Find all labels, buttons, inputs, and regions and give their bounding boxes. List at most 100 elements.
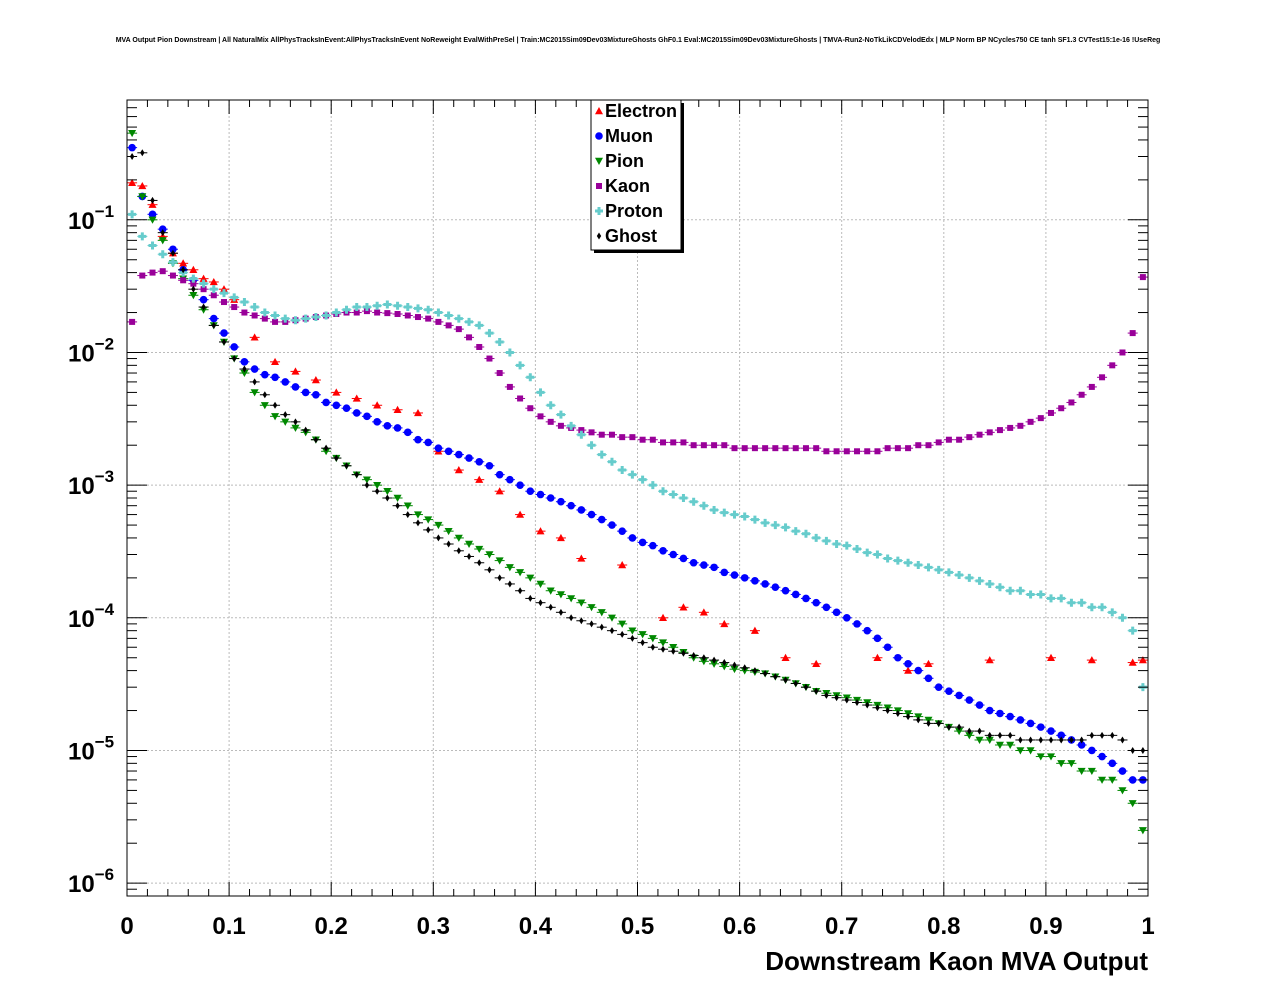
pion-point — [985, 736, 994, 744]
ghost-point — [609, 627, 615, 635]
proton-point — [791, 527, 800, 536]
kaon-point — [1129, 330, 1136, 337]
kaon-point — [129, 318, 136, 325]
electron-point — [128, 178, 137, 187]
muon-point — [434, 444, 443, 452]
proton-point — [1077, 598, 1086, 607]
proton-point — [199, 279, 208, 288]
muon-point — [1098, 752, 1106, 761]
kaon-point — [445, 322, 452, 329]
muon-point — [740, 574, 749, 582]
pion-point — [475, 545, 484, 554]
ghost-point — [517, 587, 523, 595]
ghost-point — [1079, 736, 1084, 744]
electron-point — [1128, 658, 1137, 666]
kaon-point — [792, 445, 799, 452]
muon-point — [669, 550, 678, 559]
muon-point — [495, 470, 504, 479]
electron-point — [189, 265, 198, 273]
muon-point — [996, 709, 1004, 718]
kaon-point — [425, 315, 432, 322]
muon-point — [220, 329, 228, 337]
y-tick-label: 10−2 — [68, 334, 114, 367]
kaon-point — [374, 309, 381, 316]
muon-point — [169, 245, 177, 254]
ghost-point — [732, 661, 737, 669]
kaon-point — [608, 431, 615, 438]
kaon-point — [435, 318, 442, 325]
pion-point — [393, 494, 402, 502]
kaon-point — [159, 268, 166, 275]
muon-point — [924, 674, 933, 683]
muon-point — [403, 428, 412, 437]
proton-point — [536, 388, 545, 397]
pion-point — [1026, 747, 1035, 755]
legend-marker-muon — [595, 132, 603, 140]
proton-point — [740, 512, 749, 521]
electron-point — [138, 181, 147, 190]
pion-point — [618, 620, 627, 628]
kaon-point — [813, 445, 820, 452]
electron-point — [1047, 653, 1056, 661]
ghost-point — [1048, 736, 1054, 744]
ghost-point — [742, 664, 747, 672]
ghost-point — [813, 687, 819, 695]
proton-point — [699, 501, 708, 510]
ghost-point — [1089, 731, 1095, 739]
pion-point — [1118, 787, 1127, 795]
muon-point — [271, 373, 279, 382]
ghost-point — [252, 378, 257, 386]
kaon-point — [1027, 418, 1034, 425]
ghost-point — [762, 670, 768, 678]
electron-point — [332, 388, 341, 396]
pion-point — [556, 591, 565, 599]
ghost-point — [211, 321, 216, 329]
proton-point — [454, 314, 463, 323]
electron-point — [556, 533, 565, 542]
proton-point — [955, 571, 964, 580]
pion-point — [291, 424, 300, 432]
pion-point — [1067, 760, 1076, 768]
kaon-point — [894, 445, 901, 452]
kaon-point — [261, 315, 268, 322]
legend-label-kaon: Kaon — [605, 176, 650, 196]
proton-point — [434, 308, 443, 317]
ghost-point — [1120, 736, 1125, 744]
muon-point — [597, 515, 606, 524]
muon-point — [414, 435, 422, 444]
proton-point — [1128, 626, 1137, 635]
pion-point — [250, 389, 259, 397]
proton-point — [209, 285, 218, 294]
proton-point — [628, 470, 637, 479]
y-tick-label: 10−3 — [68, 467, 114, 500]
kaon-point — [874, 448, 881, 455]
proton-point — [138, 232, 147, 241]
ghost-point — [752, 667, 758, 675]
muon-point — [965, 696, 974, 704]
ghost-point — [926, 719, 931, 727]
muon-point — [291, 383, 300, 391]
proton-point — [230, 293, 239, 302]
pion-point — [322, 448, 331, 456]
legend-marker-kaon — [596, 183, 602, 189]
kaon-point — [527, 405, 534, 412]
pion-point — [158, 237, 167, 245]
electron-point — [1087, 656, 1096, 664]
muon-point — [261, 370, 269, 379]
proton-point — [730, 510, 739, 519]
muon-point — [393, 424, 402, 432]
kaon-point — [833, 448, 840, 455]
pion-point — [495, 557, 504, 565]
kaon-point — [925, 442, 932, 449]
proton-point — [158, 250, 167, 259]
kaon-point — [547, 418, 554, 425]
kaon-point — [486, 355, 493, 362]
x-tick-label: 0 — [120, 913, 133, 940]
ghost-point — [364, 481, 370, 489]
kaon-point — [751, 445, 758, 452]
ghost-point — [650, 643, 656, 651]
proton-point — [1057, 594, 1066, 603]
ghost-point — [150, 196, 155, 204]
kaon-point — [905, 445, 912, 452]
